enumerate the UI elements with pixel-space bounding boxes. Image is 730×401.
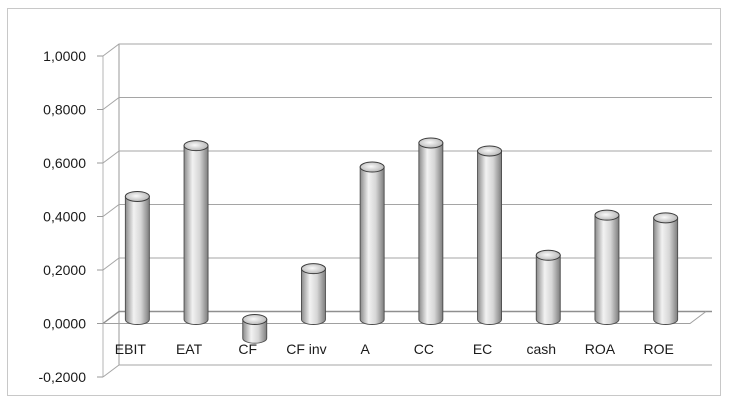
bar-body bbox=[653, 217, 679, 325]
x-tick-label: ROA bbox=[585, 341, 616, 357]
bar-ec bbox=[477, 145, 503, 325]
x-tick-label: CF bbox=[238, 341, 257, 357]
floor-edge bbox=[103, 311, 707, 324]
gridline bbox=[102, 257, 712, 271]
x-tick-label: ROE bbox=[643, 341, 673, 357]
bar-top bbox=[359, 161, 385, 173]
x-tick-label: EAT bbox=[176, 341, 203, 357]
bar-roe bbox=[653, 212, 679, 325]
y-tick-label: 0,2000 bbox=[43, 262, 86, 278]
bar-body bbox=[301, 268, 326, 325]
bar-body bbox=[535, 254, 561, 325]
bar-top bbox=[594, 209, 620, 221]
bar-cc bbox=[418, 137, 444, 325]
x-tick-label: EC bbox=[473, 341, 492, 357]
bar-body bbox=[242, 319, 268, 344]
bar-ebit bbox=[124, 190, 150, 325]
y-tick-label: 0,0000 bbox=[43, 316, 86, 332]
bar-body bbox=[124, 196, 150, 325]
bar-a bbox=[359, 161, 385, 325]
bar-body bbox=[183, 145, 209, 325]
bar-body bbox=[594, 214, 620, 325]
bar-top bbox=[300, 263, 326, 275]
x-tick-label: CC bbox=[414, 341, 434, 357]
bar-top bbox=[535, 249, 561, 261]
bar-top bbox=[124, 190, 150, 202]
x-tick-label: A bbox=[360, 341, 370, 357]
gridline bbox=[102, 150, 712, 164]
y-tick-label: 0,4000 bbox=[43, 209, 86, 225]
bar-body bbox=[418, 142, 444, 325]
gridline bbox=[102, 310, 712, 325]
bar-body bbox=[477, 150, 502, 325]
gridline bbox=[102, 97, 712, 110]
bar-top bbox=[418, 137, 444, 149]
bar-cf-inv bbox=[300, 263, 326, 325]
x-tick-label: CF inv bbox=[286, 341, 326, 357]
y-tick-label: 0,6000 bbox=[43, 155, 86, 171]
x-tick-label: EBIT bbox=[115, 341, 147, 357]
bar-eat bbox=[183, 140, 209, 325]
gridline bbox=[102, 364, 712, 378]
y-tick-label: -0,2000 bbox=[39, 369, 87, 385]
bar-top bbox=[242, 314, 268, 325]
bar-top bbox=[183, 140, 209, 152]
bar-top bbox=[477, 145, 503, 157]
bar-top bbox=[653, 212, 679, 224]
bar-roa bbox=[594, 209, 620, 325]
y-tick-label: 1,0000 bbox=[43, 48, 86, 64]
y-tick-label: 0,8000 bbox=[43, 102, 86, 118]
bar-body bbox=[359, 166, 385, 325]
gridline bbox=[102, 43, 712, 57]
gridline bbox=[102, 204, 712, 217]
x-tick-label: cash bbox=[526, 341, 556, 357]
bar-cash bbox=[535, 249, 561, 325]
bar-cf bbox=[242, 314, 268, 344]
